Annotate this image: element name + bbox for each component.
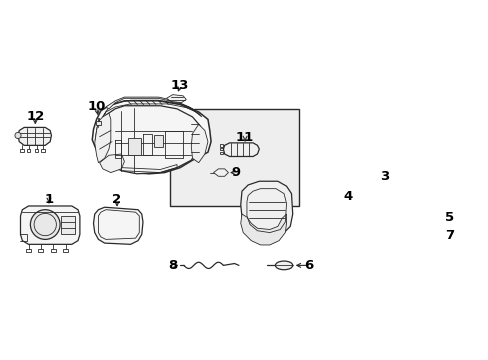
- Polygon shape: [358, 192, 371, 202]
- Text: 9: 9: [231, 166, 240, 179]
- Polygon shape: [191, 124, 207, 163]
- Text: 3: 3: [379, 170, 388, 183]
- Bar: [51, 249, 56, 252]
- Polygon shape: [93, 207, 142, 244]
- Text: 13: 13: [171, 80, 189, 93]
- Polygon shape: [95, 106, 202, 174]
- Bar: [63, 249, 68, 252]
- Bar: [35, 149, 39, 152]
- Polygon shape: [92, 101, 211, 174]
- Polygon shape: [106, 97, 192, 109]
- Polygon shape: [213, 169, 228, 176]
- Bar: [27, 149, 30, 152]
- Text: 12: 12: [26, 111, 44, 123]
- Polygon shape: [20, 206, 80, 244]
- Bar: [220, 152, 223, 154]
- Bar: [154, 135, 163, 147]
- Text: 1: 1: [44, 193, 53, 206]
- Bar: [20, 149, 24, 152]
- Polygon shape: [240, 181, 292, 237]
- Polygon shape: [424, 211, 439, 225]
- Bar: [220, 144, 223, 147]
- Bar: [26, 249, 31, 252]
- Polygon shape: [95, 113, 111, 163]
- Bar: [220, 148, 223, 150]
- Polygon shape: [375, 195, 414, 236]
- Bar: [169, 109, 298, 206]
- Polygon shape: [240, 214, 286, 245]
- Circle shape: [30, 210, 60, 239]
- Bar: [61, 216, 75, 234]
- Text: 10: 10: [87, 100, 105, 113]
- Bar: [41, 149, 44, 152]
- Ellipse shape: [275, 261, 292, 270]
- Bar: [39, 249, 43, 252]
- Polygon shape: [416, 231, 430, 240]
- Text: 8: 8: [168, 259, 177, 272]
- Polygon shape: [223, 143, 259, 157]
- Text: 11: 11: [236, 131, 254, 144]
- Circle shape: [15, 132, 21, 139]
- Bar: [127, 138, 141, 155]
- Polygon shape: [353, 203, 370, 238]
- Text: 2: 2: [112, 193, 122, 206]
- Polygon shape: [18, 127, 51, 145]
- Polygon shape: [166, 95, 186, 103]
- Bar: [96, 121, 101, 125]
- Polygon shape: [100, 154, 124, 172]
- Text: 6: 6: [304, 259, 313, 272]
- Text: 7: 7: [444, 229, 453, 242]
- Text: 4: 4: [343, 190, 352, 203]
- Text: 5: 5: [444, 211, 453, 224]
